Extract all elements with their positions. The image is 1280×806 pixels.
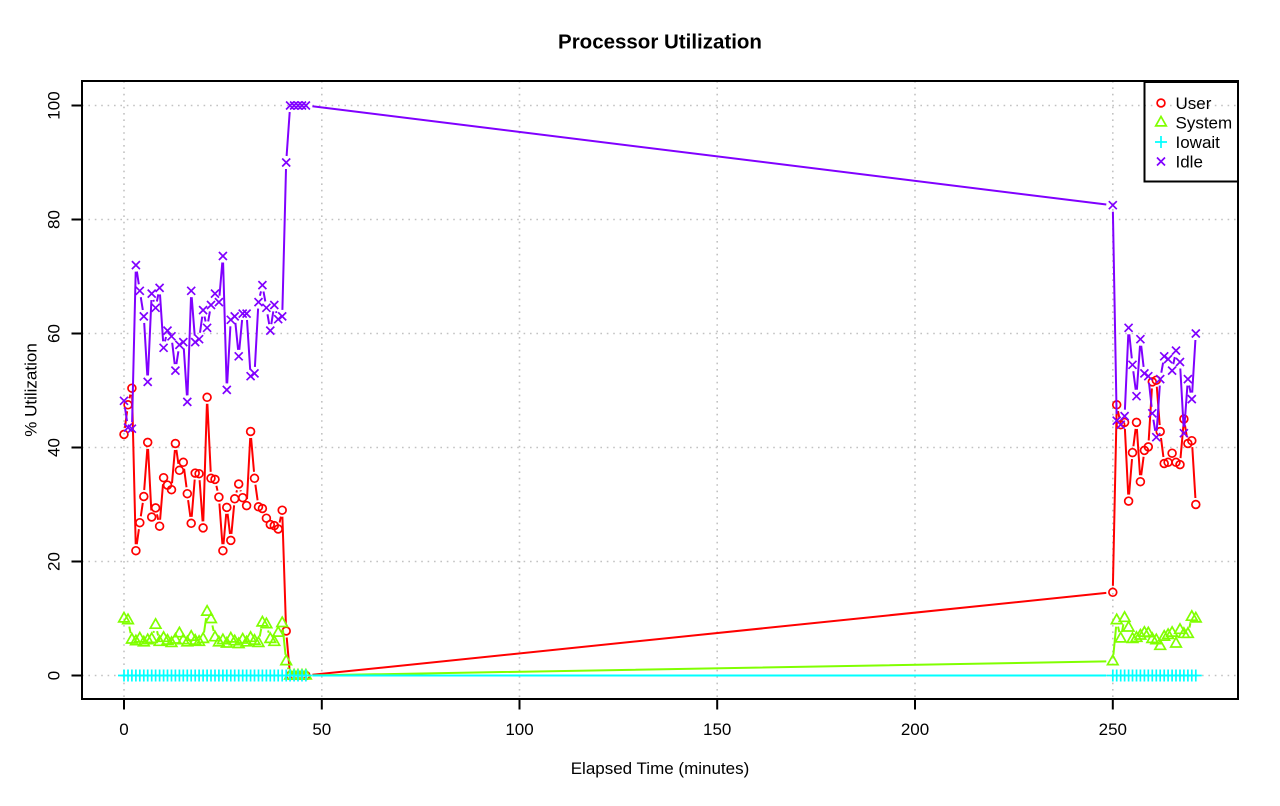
svg-text:150: 150 — [703, 720, 731, 739]
svg-text:20: 20 — [45, 552, 64, 571]
svg-text:User: User — [1176, 94, 1212, 113]
svg-text:0: 0 — [45, 671, 64, 680]
svg-text:60: 60 — [45, 324, 64, 343]
svg-text:Iowait: Iowait — [1176, 133, 1221, 152]
svg-text:200: 200 — [901, 720, 929, 739]
svg-text:System: System — [1176, 114, 1233, 133]
svg-text:% Utilization: % Utilization — [22, 343, 41, 437]
svg-text:80: 80 — [45, 210, 64, 229]
svg-text:Idle: Idle — [1176, 153, 1203, 172]
svg-text:100: 100 — [45, 91, 64, 119]
svg-text:0: 0 — [119, 720, 128, 739]
svg-text:Processor Utilization: Processor Utilization — [558, 31, 762, 54]
svg-text:Elapsed Time (minutes): Elapsed Time (minutes) — [571, 759, 750, 778]
svg-text:40: 40 — [45, 438, 64, 457]
svg-text:50: 50 — [312, 720, 331, 739]
svg-text:250: 250 — [1099, 720, 1127, 739]
svg-text:100: 100 — [505, 720, 533, 739]
